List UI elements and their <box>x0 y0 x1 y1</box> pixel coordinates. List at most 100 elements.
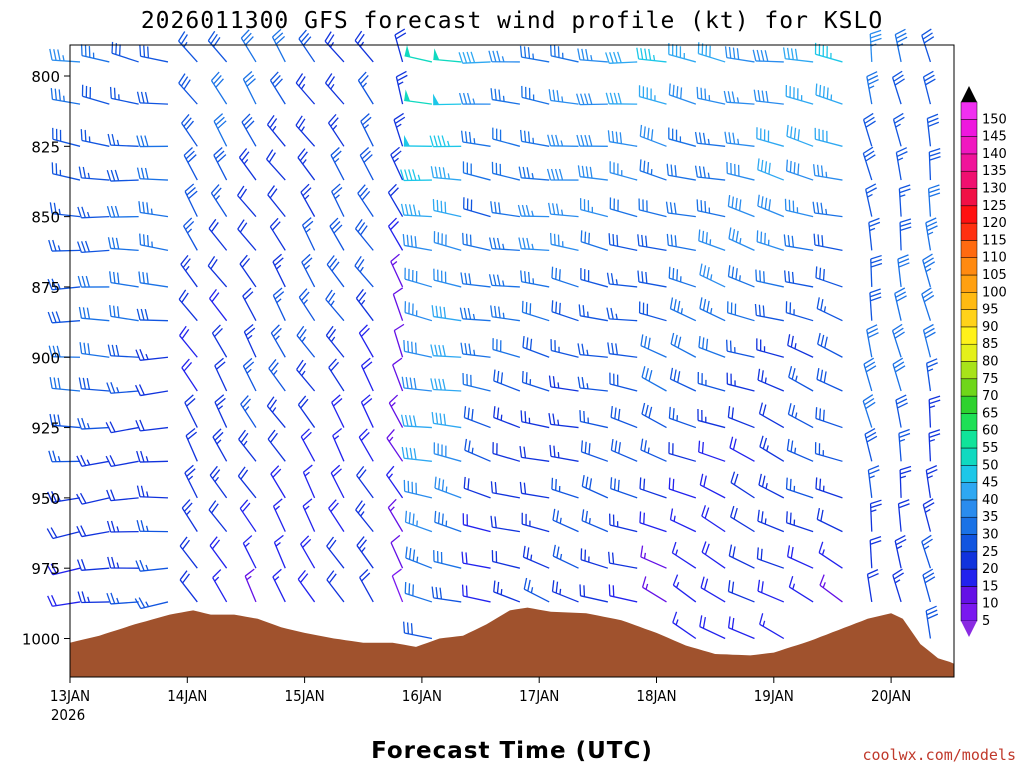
wind-barb <box>576 134 608 147</box>
colorbar-label: 150 <box>982 112 1007 127</box>
wind-barb <box>727 616 755 640</box>
wind-barb <box>552 544 579 569</box>
wind-barb <box>519 481 550 499</box>
colorbar-label: 85 <box>982 337 999 352</box>
wind-barb <box>785 84 814 105</box>
wind-barb <box>921 287 935 321</box>
wind-barb <box>752 49 784 63</box>
wind-barb <box>639 511 667 533</box>
wind-barb <box>519 45 550 63</box>
wind-barb <box>864 428 878 462</box>
wind-barb <box>609 197 638 218</box>
wind-barb <box>332 427 345 462</box>
wind-barb <box>925 605 939 639</box>
colorbar-label: 45 <box>982 476 999 491</box>
wind-barb <box>636 47 667 63</box>
wind-barb <box>892 568 904 603</box>
wind-barb <box>458 51 491 64</box>
wind-barb <box>390 534 404 569</box>
wind-barb <box>757 158 785 181</box>
wind-barb <box>239 254 257 288</box>
wind-barb <box>463 476 491 499</box>
wind-barb <box>208 218 228 251</box>
wind-barb <box>181 499 198 532</box>
wind-barb <box>179 536 198 569</box>
wind-barb <box>109 271 139 288</box>
colorbar-label: 65 <box>982 406 999 421</box>
wind-barb <box>324 73 345 105</box>
wind-barb <box>78 377 110 392</box>
wind-barb <box>922 323 936 358</box>
wind-barb <box>298 29 316 63</box>
wind-barb <box>180 254 198 288</box>
x-tick-label: 13JAN <box>50 687 90 705</box>
wind-barb <box>179 570 198 603</box>
wind-barb <box>610 477 638 499</box>
colorbar-swatch <box>960 430 978 449</box>
wind-barb <box>577 165 608 181</box>
wind-barb <box>580 268 609 288</box>
wind-barb <box>76 454 110 467</box>
wind-barb <box>239 499 257 532</box>
wind-barb <box>817 332 843 358</box>
x-tick-label: 16JAN <box>402 687 442 705</box>
wind-barb <box>922 498 935 532</box>
wind-barb <box>272 253 286 288</box>
wind-barb <box>432 199 462 218</box>
plot-frame <box>69 44 955 678</box>
wind-barb <box>518 166 550 181</box>
colorbar-swatch <box>960 240 978 258</box>
wind-barbs-layer <box>46 28 941 640</box>
wind-barb <box>238 429 257 462</box>
wind-barb <box>892 357 906 392</box>
wind-barb <box>461 551 491 569</box>
wind-barb <box>237 466 257 499</box>
wind-barb <box>209 289 228 322</box>
colorbar-swatch <box>960 465 978 483</box>
colorbar-swatch <box>960 257 978 276</box>
wind-barb <box>605 51 638 64</box>
wind-barb <box>242 535 257 569</box>
wind-barb <box>520 410 550 429</box>
wind-barb <box>356 465 374 499</box>
wind-barb <box>898 428 911 462</box>
wind-barb <box>756 547 785 569</box>
wind-barb <box>460 342 491 358</box>
wind-barb <box>726 372 755 392</box>
wind-barb <box>460 130 491 147</box>
wind-barb <box>184 183 198 217</box>
wind-barb <box>816 297 843 322</box>
wind-barb <box>213 146 228 181</box>
wind-barb <box>134 597 169 610</box>
wind-barb <box>551 477 579 499</box>
wind-barb <box>241 113 257 147</box>
wind-barb <box>270 324 286 358</box>
wind-barb <box>390 253 404 288</box>
wind-barb <box>785 301 814 322</box>
wind-barb <box>238 148 257 181</box>
wind-barb <box>694 131 726 147</box>
wind-barb <box>641 366 667 392</box>
wind-barb <box>209 465 228 499</box>
colorbar-swatch <box>960 222 978 241</box>
surface-terrain-layer <box>70 607 954 677</box>
wind-barb <box>325 325 345 358</box>
wind-barb <box>757 194 785 218</box>
x-tick-label: 15JAN <box>284 687 324 705</box>
wind-barb <box>393 323 405 358</box>
wind-barb <box>786 438 814 462</box>
wind-barb <box>610 438 638 462</box>
wind-barb <box>105 421 139 434</box>
wind-barb <box>240 395 257 428</box>
wind-barb <box>892 112 905 147</box>
wind-barb <box>296 359 316 392</box>
wind-barb <box>212 569 228 603</box>
wind-barb <box>462 372 491 392</box>
wind-barb <box>244 568 257 603</box>
wind-barb <box>671 541 697 569</box>
wind-barb <box>430 378 462 392</box>
colorbar-label: 35 <box>982 510 999 525</box>
colorbar-label: 120 <box>982 216 1007 231</box>
wind-barb <box>107 556 139 569</box>
wind-barb <box>394 28 407 63</box>
